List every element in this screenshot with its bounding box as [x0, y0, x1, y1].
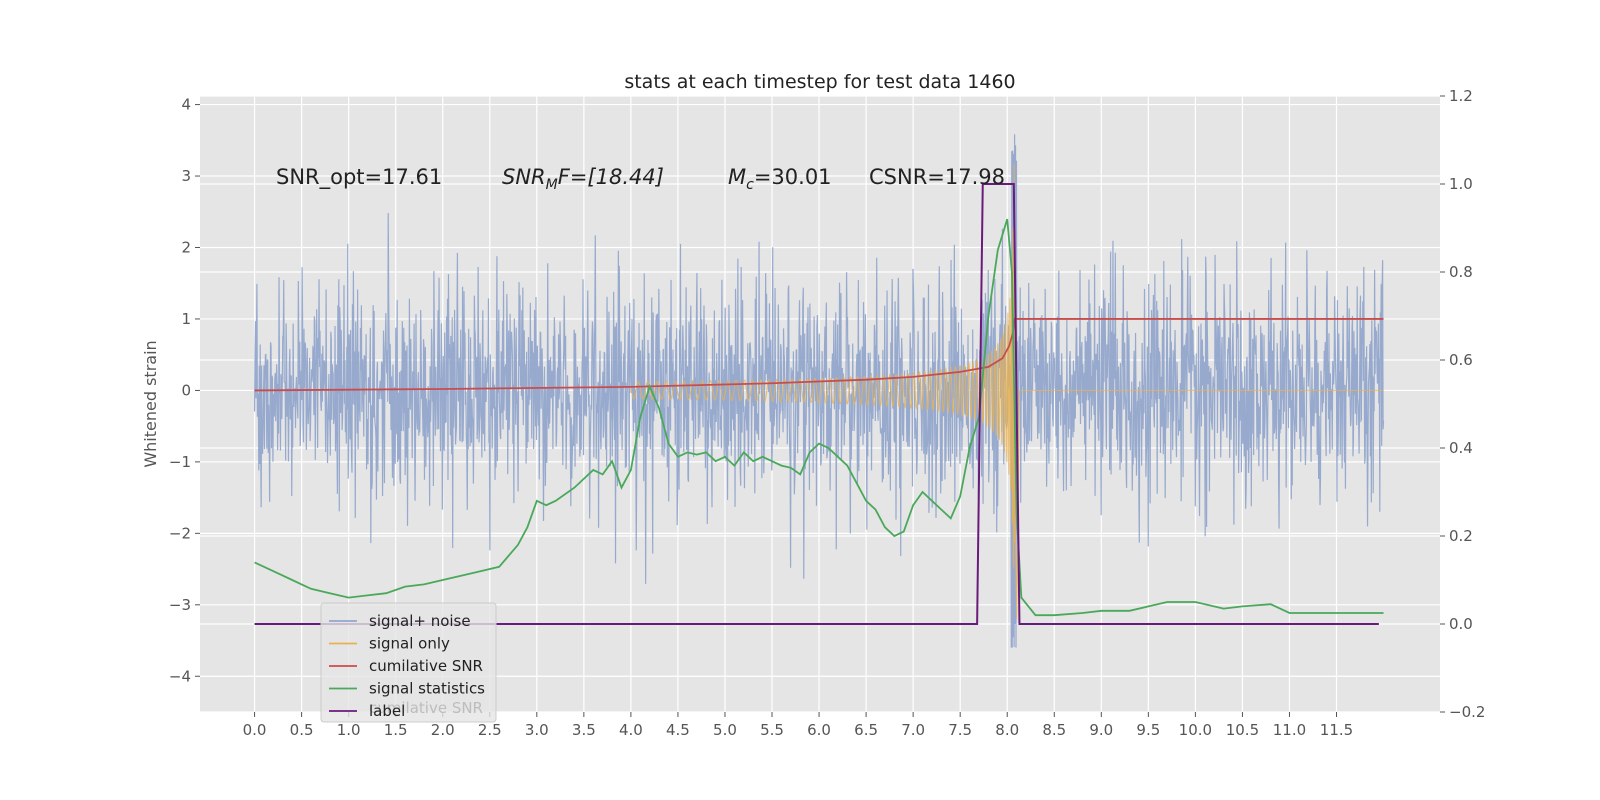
legend-label: signal statistics: [369, 680, 485, 698]
annotation-snr-mf: SNRMF=[18.44]: [502, 165, 664, 193]
annotation-mc-rest: =30.01: [754, 165, 832, 189]
annotation-mc-sub: c: [746, 177, 754, 193]
x-tick-label: 0.0: [243, 721, 267, 739]
x-tick-label: 4.0: [619, 721, 643, 739]
y-tick-label-right: 0.4: [1449, 439, 1473, 457]
annotation-snr-opt: SNR_opt=17.61: [276, 165, 442, 190]
x-tick-label: 10.0: [1179, 721, 1212, 739]
x-tick-label: 1.0: [337, 721, 361, 739]
x-tick-label: 2.0: [431, 721, 455, 739]
x-tick-label: 5.5: [760, 721, 784, 739]
legend: cumilative SNR signal+ noise signal only c…: [320, 602, 497, 723]
x-tick-label: 9.5: [1136, 721, 1160, 739]
x-tick-label: 3.5: [572, 721, 596, 739]
y-tick-label-left: −3: [169, 596, 191, 614]
y-tick-label-left: −1: [169, 453, 191, 471]
series-label: [254, 183, 1379, 625]
y-tick-label-left: 2: [181, 238, 191, 256]
series-signal-statistics: [254, 218, 1384, 617]
annotation-snr-mf-base: SNR: [502, 165, 546, 189]
x-tick-label: 6.0: [807, 721, 831, 739]
y-axis-label: Whitened strain: [141, 340, 160, 467]
y-tick-label-left: −2: [169, 524, 191, 542]
y-tick-label-right: 0.8: [1449, 263, 1473, 281]
x-tick-label: 1.5: [384, 721, 408, 739]
y-tick-label-left: 1: [181, 310, 191, 328]
y-tick-label-right: 1.2: [1449, 87, 1473, 105]
y-tick-label-right: 0.6: [1449, 351, 1473, 369]
legend-box: [320, 602, 497, 723]
x-tick-label: 8.0: [995, 721, 1019, 739]
annotation-snr-mf-sub: M: [546, 177, 558, 193]
x-tick-label: 11.0: [1273, 721, 1306, 739]
x-tick-label: 8.5: [1042, 721, 1066, 739]
series-layer: [253, 134, 1385, 648]
ticks-layer: 0.0 0.5 1.0 1.5 2.0 2.5 3.0 3.5 4.0 4.5 5.0 5.5 6.0 6…: [169, 87, 1486, 739]
x-tick-label: 7.5: [948, 721, 972, 739]
y-tick-label-right: −0.2: [1449, 703, 1485, 721]
annotation-csnr: CSNR=17.98: [869, 165, 1005, 189]
x-tick-label: 3.0: [525, 721, 549, 739]
y-tick-label-left: 0: [181, 381, 191, 399]
x-tick-label: 0.5: [290, 721, 314, 739]
y-tick-label-left: 4: [181, 96, 191, 114]
y-tick-label-right: 0.0: [1449, 615, 1473, 633]
series-cumulative-snr: [254, 318, 1384, 392]
annotations: SNR_opt=17.61 SNRMF=[18.44] Mc=30.01 CSN…: [276, 165, 1005, 193]
y-tick-label-right: 0.2: [1449, 527, 1473, 545]
annotation-mc: Mc=30.01: [728, 165, 832, 193]
annotation-mc-base: M: [728, 165, 746, 189]
x-tick-label: 9.0: [1089, 721, 1113, 739]
x-tick-label: 11.5: [1320, 721, 1353, 739]
y-tick-label-left: 3: [181, 167, 191, 185]
x-tick-label: 7.0: [901, 721, 925, 739]
legend-label: signal only: [369, 635, 450, 653]
annotation-snr-mf-rest: F=[18.44]: [558, 165, 664, 189]
x-tick-label: 4.5: [666, 721, 690, 739]
y-tick-label-left: −4: [169, 667, 191, 685]
x-tick-label: 6.5: [854, 721, 878, 739]
x-tick-label: 5.0: [713, 721, 737, 739]
legend-label: cumilative SNR: [369, 657, 483, 675]
chart-title: stats at each timestep for test data 146…: [624, 71, 1015, 93]
legend-label: signal+ noise: [369, 612, 471, 630]
legend-label: label: [369, 702, 405, 720]
x-tick-label: 10.5: [1226, 721, 1259, 739]
x-tick-label: 2.5: [478, 721, 502, 739]
series-signal-noise: [253, 134, 1385, 648]
legend-ghost-text: cumilative SNR: [369, 699, 483, 717]
y-tick-label-right: 1.0: [1449, 175, 1473, 193]
